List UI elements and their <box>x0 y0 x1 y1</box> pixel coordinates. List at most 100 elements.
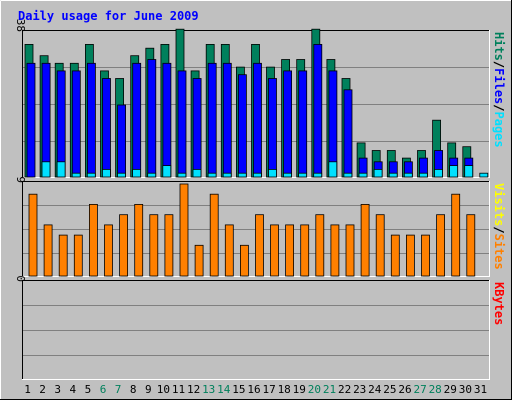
visits-axis-label-part: Visits <box>492 183 506 226</box>
traffic-axis-label-part: Hits <box>492 32 506 61</box>
visits-bar-sites <box>224 224 234 277</box>
x-tick-label: 29 <box>444 383 457 396</box>
traffic-bar-pages <box>343 172 353 178</box>
x-tick-label: 6 <box>100 383 107 396</box>
visits-bar-sites <box>466 214 476 277</box>
visits-axis-label-part: Sites <box>492 234 506 270</box>
visits-bar-sites <box>149 214 159 277</box>
x-tick-label: 17 <box>262 383 275 396</box>
x-tick-label: 7 <box>115 383 122 396</box>
traffic-bar-files <box>87 62 96 178</box>
x-tick-label: 22 <box>338 383 351 396</box>
traffic-bar-pages <box>388 172 398 178</box>
traffic-bar-pages <box>464 165 474 178</box>
x-tick-label: 9 <box>145 383 152 396</box>
visits-bar-sites <box>209 193 219 277</box>
kbytes-axis-label: KBytes <box>492 282 506 325</box>
traffic-bar-pages <box>252 172 262 178</box>
traffic-bar-files <box>177 70 187 178</box>
traffic-axis-label-part: Pages <box>492 112 506 148</box>
traffic-bar-files <box>328 70 338 178</box>
traffic-bar-files <box>102 78 111 178</box>
visits-bar-sites <box>285 224 295 277</box>
traffic-axis-label-part: Files <box>492 68 506 104</box>
x-tick-label: 25 <box>383 383 396 396</box>
kbytes-axis-label-part: KBytes <box>492 282 506 325</box>
traffic-bar-pages <box>222 172 232 178</box>
visits-bar-sites <box>119 214 128 277</box>
visits-bar-sites <box>405 234 415 277</box>
traffic-bar-files <box>253 62 262 178</box>
traffic-axis-label-part: / <box>492 61 506 68</box>
chart-title: Daily usage for June 2009 <box>18 9 199 23</box>
traffic-bar-pages <box>147 172 157 178</box>
visits-bar-sites <box>134 203 144 277</box>
traffic-bar-pages <box>313 172 323 178</box>
traffic-axis-label: Hits/Files/Pages <box>492 32 506 148</box>
traffic-bar-pages <box>373 168 383 178</box>
x-tick-label: 30 <box>459 383 472 396</box>
traffic-bar-pages <box>132 168 142 178</box>
traffic-bar-files <box>41 62 51 178</box>
traffic-bar-pages <box>41 161 51 178</box>
traffic-bar-pages <box>328 161 338 178</box>
traffic-bar-pages <box>86 172 96 178</box>
x-tick-label: 16 <box>247 383 260 396</box>
x-tick-label: 3 <box>54 383 61 396</box>
kbytes-ymax-label: 0 <box>14 275 27 282</box>
traffic-bar-pages <box>237 172 247 178</box>
x-tick-label: 26 <box>398 383 411 396</box>
traffic-axis-label-part: / <box>492 104 506 111</box>
x-tick-label: 10 <box>157 383 170 396</box>
visits-bar-sites <box>315 214 325 277</box>
x-tick-label: 11 <box>172 383 185 396</box>
traffic-bar-files <box>283 70 293 178</box>
x-tick-label: 31 <box>474 383 487 396</box>
x-axis-labels: 1 2 3 4 5 6 7 8 9 10 11 12 13 14 15 16 17 18 19 20 21 22 23 24 2… <box>24 383 487 396</box>
traffic-bar-files <box>343 89 353 178</box>
traffic-bar-pages <box>298 172 308 178</box>
traffic-bar-files <box>117 104 126 178</box>
x-tick-label: 27 <box>413 383 426 396</box>
traffic-bar-pages <box>403 172 413 178</box>
visits-bar-sites <box>421 234 430 277</box>
panel-visits: 9 Visits/Sites <box>14 176 506 277</box>
traffic-bar-pages <box>71 172 81 178</box>
traffic-bar-files <box>71 70 81 178</box>
visits-bar-sites <box>164 214 174 277</box>
traffic-bar-files <box>313 44 323 178</box>
x-tick-label: 5 <box>85 383 92 396</box>
traffic-bar-pages <box>449 165 459 178</box>
x-tick-label: 2 <box>39 383 46 396</box>
traffic-bar-pages <box>268 168 277 178</box>
traffic-bar-files <box>207 62 217 178</box>
visits-bar-sites <box>270 224 279 277</box>
visits-bar-sites <box>390 234 400 277</box>
x-tick-label: 14 <box>217 383 231 396</box>
x-tick-label: 21 <box>323 383 336 396</box>
visits-bar-sites <box>194 244 204 277</box>
visits-bar-sites <box>436 214 446 277</box>
visits-bar-sites <box>73 234 83 277</box>
x-tick-label: 19 <box>293 383 306 396</box>
traffic-bar-pages <box>162 165 172 178</box>
x-tick-label: 12 <box>187 383 200 396</box>
x-tick-label: 28 <box>429 383 442 396</box>
visits-axis-label: Visits/Sites <box>492 183 506 270</box>
visits-bar-sites <box>43 224 53 277</box>
visits-bar-sites <box>330 224 340 277</box>
visits-bar-sites <box>451 193 461 277</box>
x-tick-label: 18 <box>278 383 291 396</box>
traffic-bar-pages <box>56 161 66 178</box>
traffic-bar-files <box>192 78 202 178</box>
visits-bar-sites <box>239 244 249 277</box>
traffic-bar-pages <box>283 172 292 178</box>
traffic-bar-pages <box>207 172 217 178</box>
visits-bar-sites <box>104 224 113 277</box>
traffic-bar-pages <box>192 168 202 178</box>
x-tick-label: 15 <box>232 383 245 396</box>
traffic-bar-pages <box>102 168 111 178</box>
traffic-bar-files <box>237 74 247 178</box>
